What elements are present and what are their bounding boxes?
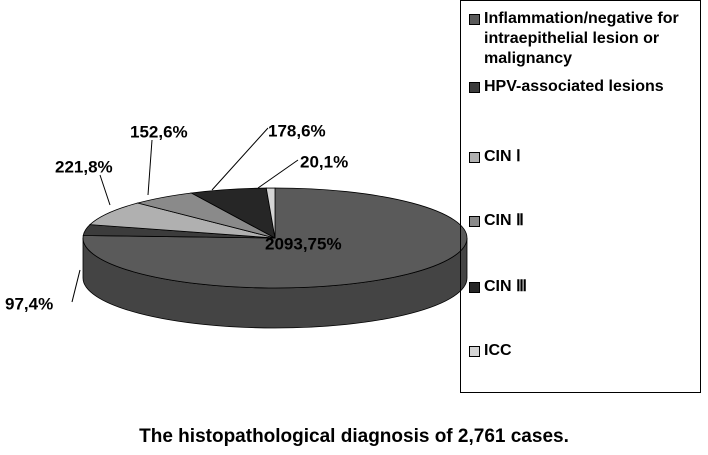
leader-line (147, 139, 153, 196)
data-label: 97,4% (5, 294, 53, 313)
legend-swatch (469, 14, 480, 25)
data-label: 178,6% (268, 121, 326, 140)
leader-line (257, 159, 299, 189)
legend-item: HPV-associated lesions (469, 77, 697, 97)
chart-title: The histopathological diagnosis of 2,761… (139, 426, 569, 447)
slice (265, 187, 276, 239)
data-label: 221,8% (55, 157, 113, 176)
legend-swatch (469, 282, 480, 293)
leader-line (99, 174, 111, 206)
legend-item: CIN Ⅰ (469, 147, 697, 167)
legend-swatch (469, 216, 480, 227)
legend-item: CIN Ⅲ (469, 277, 697, 297)
legend-label: Inflammation/negative for intraepithelia… (484, 10, 679, 67)
legend-item: CIN Ⅱ (469, 211, 697, 231)
data-label: 2093,75% (265, 234, 342, 253)
legend-label: CIN Ⅰ (484, 148, 521, 165)
legend-label: CIN Ⅱ (484, 212, 524, 229)
legend-item: ICC (469, 341, 697, 361)
slice (89, 202, 276, 239)
legend-swatch (469, 82, 480, 93)
legend-label: ICC (484, 342, 512, 359)
data-label: 152,6% (130, 122, 188, 141)
legend: Inflammation/negative for intraepithelia… (460, 0, 701, 393)
slice (82, 187, 468, 289)
legend-label: HPV-associated lesions (484, 78, 664, 95)
leader-line (71, 269, 81, 303)
legend-swatch (469, 346, 480, 357)
legend-swatch (469, 152, 480, 163)
data-label: 20,1% (300, 152, 348, 171)
leader-line (211, 127, 269, 191)
legend-item: Inflammation/negative for intraepithelia… (469, 9, 697, 69)
legend-label: CIN Ⅲ (484, 278, 528, 295)
